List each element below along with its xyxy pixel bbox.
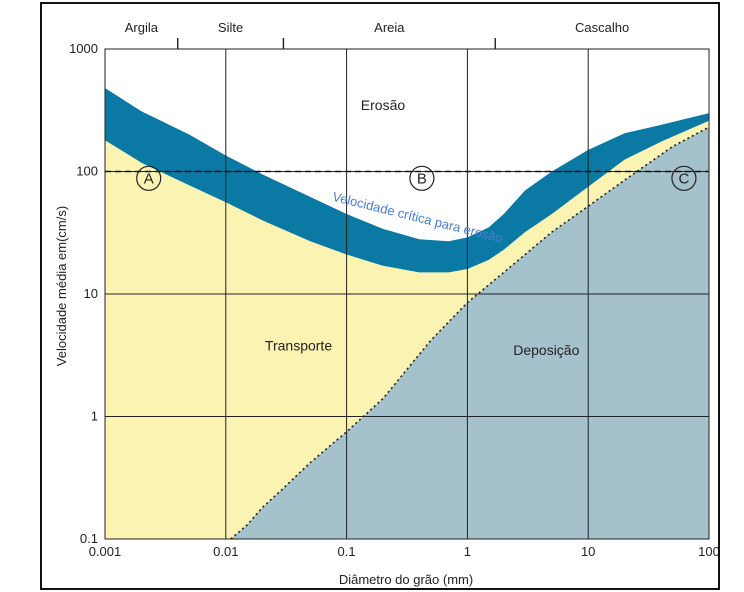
x-tick-label: 0.1 (338, 544, 356, 559)
marker-circle (671, 165, 697, 191)
marker-b: B (409, 165, 435, 191)
x-tick-label: 10 (581, 544, 595, 559)
y-tick-label: 1000 (69, 41, 98, 56)
marker-circle (136, 165, 162, 191)
y-tick-label: 0.1 (80, 531, 98, 546)
y-axis-title: Velocidade média em(cm/s) (54, 206, 69, 366)
marker-circle (409, 165, 435, 191)
marker-label: C (678, 170, 689, 187)
x-axis-title: Diâmetro do grão (mm) (339, 572, 473, 587)
y-tick-label: 1 (91, 409, 98, 424)
x-tick-label: 1 (464, 544, 471, 559)
marker-label: B (417, 170, 427, 187)
x-tick-label: 100 (698, 544, 718, 559)
x-tick-label: 0.01 (213, 544, 238, 559)
x-tick-label: 0.001 (89, 544, 122, 559)
y-tick-label: 10 (84, 286, 98, 301)
y-tick-label: 100 (76, 164, 98, 179)
region-label: Transporte (265, 337, 332, 353)
region-label: Erosão (361, 97, 406, 113)
marker-a: A (136, 165, 162, 191)
region-label: Deposição (513, 342, 579, 358)
grain-class-label: Areia (374, 20, 405, 35)
grain-class-label: Argila (125, 20, 159, 35)
deposition-region (230, 127, 709, 539)
grain-class-label: Cascalho (575, 20, 629, 35)
grain-class-label: Silte (218, 20, 243, 35)
marker-label: A (144, 170, 154, 187)
plot-border (104, 48, 710, 540)
chart-frame: Erosão Transporte Deposição A B C Velocidade c… (40, 2, 720, 590)
marker-c: C (671, 165, 697, 191)
